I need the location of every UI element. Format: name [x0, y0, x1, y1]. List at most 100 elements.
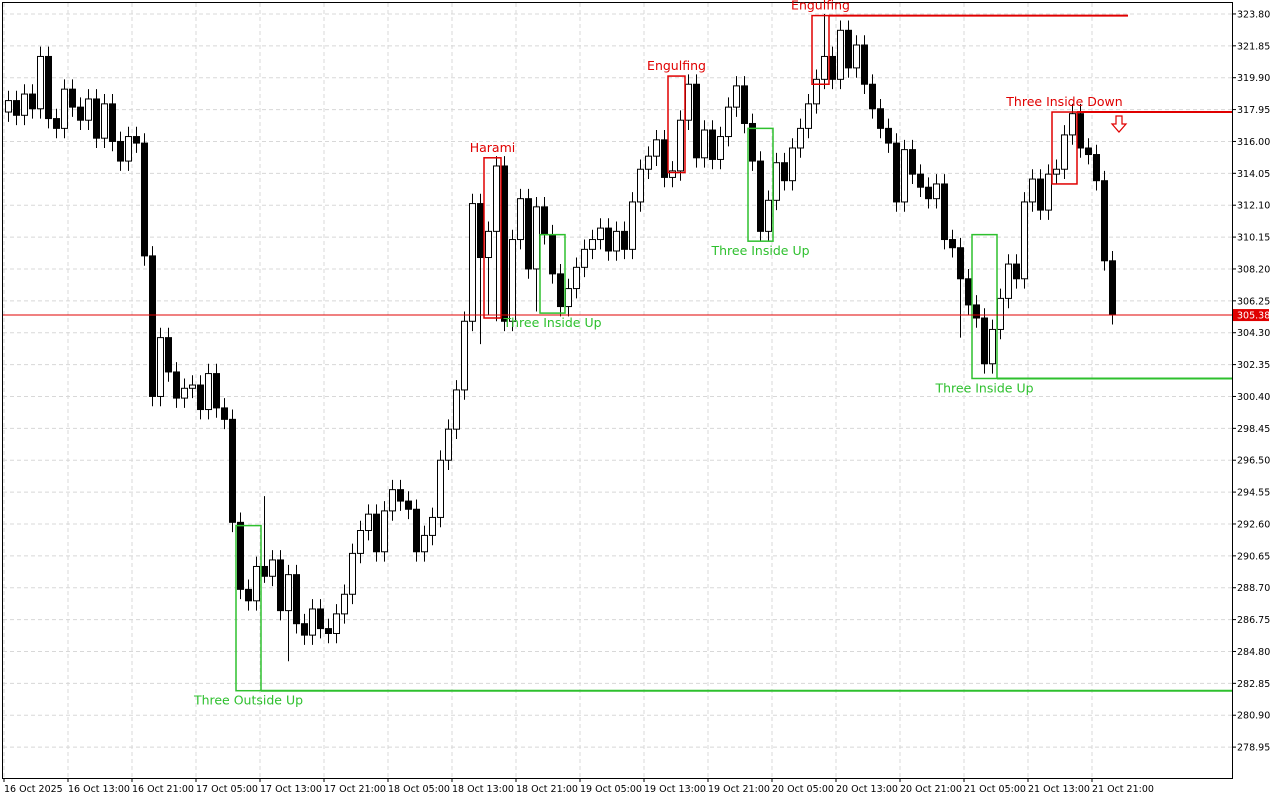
pattern-box: [971, 233, 998, 380]
candle-body: [1077, 113, 1084, 149]
candle-body: [29, 93, 36, 110]
candle-body: [453, 389, 460, 430]
candle-body: [157, 337, 164, 397]
candle-body: [413, 508, 420, 553]
candle-body: [533, 206, 540, 270]
candle-body: [85, 98, 92, 121]
candle-body: [909, 149, 916, 175]
candle-body: [277, 559, 284, 612]
candle-body: [701, 129, 708, 159]
candle-body: [901, 149, 908, 203]
x-tick-label: 20 Oct 05:00: [772, 784, 834, 795]
candle-body: [53, 118, 60, 129]
candle-body: [957, 247, 964, 280]
candle-body: [221, 407, 228, 420]
candle-body: [797, 127, 804, 149]
candle-body: [429, 516, 436, 536]
x-tick-label: 20 Oct 21:00: [900, 784, 962, 795]
candle-body: [981, 317, 988, 365]
x-tick-label: 16 Oct 13:00: [68, 784, 130, 795]
candle-body: [421, 534, 428, 553]
pattern-box: [1051, 111, 1078, 185]
y-tick-label: 314.05: [1237, 169, 1270, 180]
candle-body: [405, 500, 412, 510]
y-tick-label: 284.80: [1237, 647, 1270, 658]
y-tick-label: 310.15: [1237, 233, 1270, 244]
candle-body: [669, 170, 676, 178]
candle-body: [101, 103, 108, 139]
candle-body: [261, 565, 268, 577]
y-tick-label: 300.40: [1237, 392, 1270, 403]
x-tick-label: 18 Oct 21:00: [516, 784, 578, 795]
candle-body: [933, 183, 940, 200]
candle-body: [597, 227, 604, 241]
candle-body: [733, 85, 740, 108]
candle-body: [125, 136, 132, 162]
candle-body: [781, 162, 788, 182]
candle-body: [557, 273, 564, 308]
y-tick-label: 302.35: [1237, 360, 1270, 371]
y-tick-label: 282.85: [1237, 679, 1270, 690]
candle-body: [1013, 263, 1020, 280]
y-tick-label: 290.65: [1237, 551, 1270, 562]
candle-body: [229, 418, 236, 523]
candle-body: [205, 373, 212, 411]
candle-body: [189, 384, 196, 389]
candle-body: [325, 628, 332, 634]
candle-body: [437, 459, 444, 518]
candle-body: [949, 239, 956, 249]
candle-body: [501, 165, 508, 322]
y-tick-label: 280.90: [1237, 711, 1270, 722]
pattern-label: Three Inside Up: [934, 380, 1033, 395]
candle-body: [645, 155, 652, 170]
x-tick-label: 19 Oct 05:00: [580, 784, 642, 795]
candle-body: [93, 98, 100, 139]
candle-body: [965, 278, 972, 306]
candle-body: [613, 230, 620, 252]
marks: Three Outside Up Harami Three Inside Up Eng…: [3, 0, 1232, 708]
pattern-label: Engulfing: [791, 0, 850, 13]
candle-body: [517, 198, 524, 241]
y-tick-label: 278.95: [1237, 743, 1270, 754]
pattern-label: Three Inside Up: [502, 315, 601, 330]
y-tick-label: 294.55: [1237, 488, 1270, 499]
y-tick-label: 286.75: [1237, 615, 1270, 626]
candle-body: [581, 248, 588, 268]
candle-body: [837, 29, 844, 80]
x-tick-label: 18 Oct 13:00: [452, 784, 514, 795]
x-tick-label: 18 Oct 05:00: [388, 784, 450, 795]
candle-body: [541, 206, 548, 236]
candle-body: [805, 103, 812, 129]
y-tick-label: 317.95: [1237, 105, 1270, 116]
candle-body: [445, 428, 452, 461]
candle-body: [5, 100, 12, 113]
candle-body: [749, 122, 756, 162]
candle-body: [853, 44, 860, 69]
candle-body: [765, 199, 772, 232]
candle-body: [757, 160, 764, 232]
candle-body: [549, 234, 556, 275]
y-tick-label: 306.25: [1237, 296, 1270, 307]
candle-body: [461, 320, 468, 391]
candle-body: [317, 608, 324, 630]
candle-body: [1053, 168, 1060, 175]
y-tick-label: 304.30: [1237, 328, 1270, 339]
y-tick-label: 323.80: [1237, 9, 1270, 20]
pattern-box: [811, 14, 830, 85]
candle-body: [301, 623, 308, 636]
candle-body: [269, 559, 276, 577]
candle-body: [941, 183, 948, 241]
candle-body: [717, 136, 724, 160]
candle-body: [893, 142, 900, 203]
y-tick-label: 312.10: [1237, 201, 1270, 212]
candle-body: [389, 489, 396, 512]
candle-body: [309, 608, 316, 636]
x-tick-label: 21 Oct 05:00: [964, 784, 1026, 795]
x-tick-label: 17 Oct 13:00: [260, 784, 322, 795]
x-tick-label: 17 Oct 21:00: [324, 784, 386, 795]
x-tick-label: 16 Oct 21:00: [132, 784, 194, 795]
candle-body: [997, 297, 1004, 330]
candle-body: [1101, 180, 1108, 262]
